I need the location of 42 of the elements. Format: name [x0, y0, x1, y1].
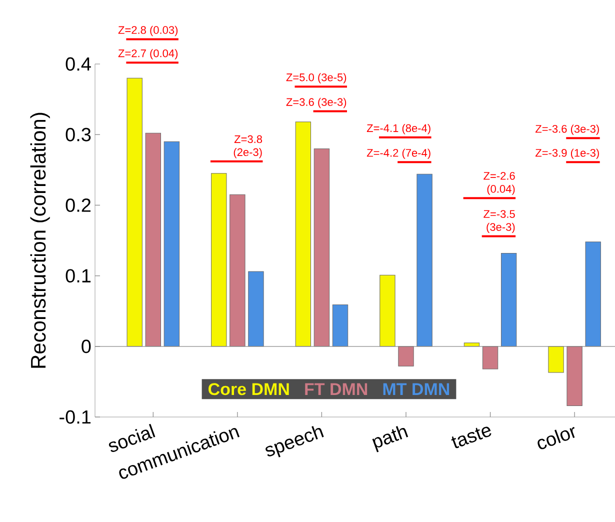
bar	[500, 252, 517, 347]
x-tick-label: taste	[451, 426, 492, 448]
annotation: Z=3.8 (2e-3)	[234, 135, 262, 158]
y-tick-label: 0.3	[66, 128, 91, 142]
y-tick-label: 0	[82, 340, 91, 354]
bar	[482, 346, 498, 370]
bar	[295, 122, 312, 347]
annotation: Z=-4.1 (8e-4)	[366, 124, 430, 134]
y-tick-label: 0.1	[66, 269, 91, 283]
bar	[126, 78, 142, 347]
bar	[585, 242, 601, 347]
bar	[398, 346, 414, 366]
text: MT DMN	[383, 383, 450, 395]
text: Z=2.7 (0.04)	[118, 49, 178, 60]
bar	[548, 346, 564, 373]
annotation: Z=-3.9 (1e-3)	[535, 148, 599, 159]
bar	[164, 141, 180, 347]
x-tick-label: path	[372, 426, 408, 452]
text: Core DMN	[208, 383, 289, 396]
bar	[566, 346, 582, 406]
y-axis-title: Reconstruction (correlation)	[30, 112, 50, 368]
bar	[145, 132, 161, 347]
y-tick-label: -0.1	[60, 410, 91, 424]
bar	[230, 194, 246, 347]
annotation: Z=5.0 (3e-5)	[286, 73, 346, 84]
annotation: Z=-3.6 (3e-3)	[535, 124, 599, 135]
annotation: Z=-3.5 (3e-3)	[484, 210, 515, 234]
annotation: Z=3.6 (3e-3)	[286, 98, 346, 108]
bar	[211, 173, 227, 347]
bar	[332, 304, 348, 347]
text: Z=2.8 (0.03)	[118, 26, 178, 36]
text: FT DMN	[305, 383, 368, 395]
x-tick-label: speech	[266, 426, 324, 458]
bar	[380, 274, 396, 347]
x-tick-label: color	[538, 426, 575, 450]
bar	[416, 174, 432, 347]
annotation: Z=-2.6 (0.04)	[484, 172, 515, 195]
y-tick-label: 0.4	[66, 57, 91, 71]
bar	[248, 271, 264, 347]
y-tick-label: 0.2	[66, 198, 91, 212]
annotation: Z=-4.2 (7e-4)	[366, 148, 430, 159]
bar	[314, 148, 330, 347]
